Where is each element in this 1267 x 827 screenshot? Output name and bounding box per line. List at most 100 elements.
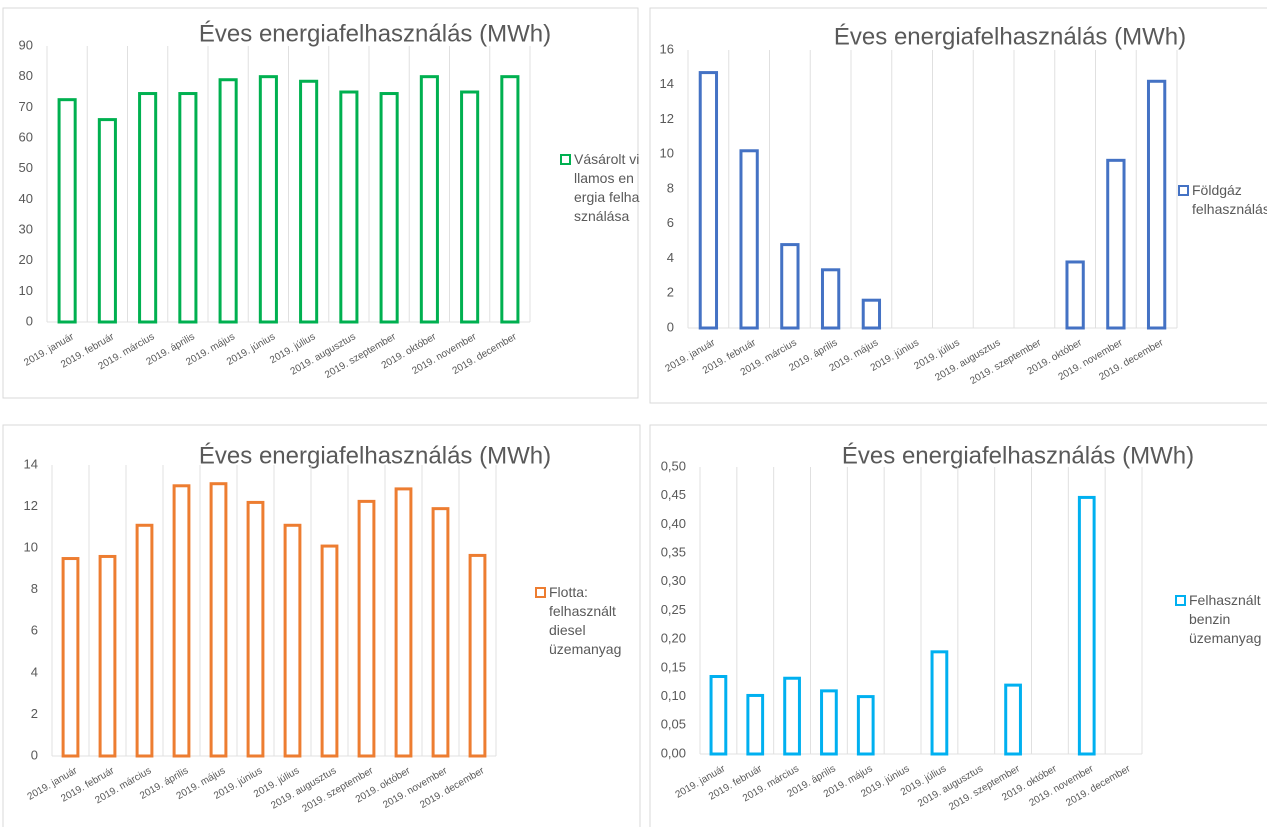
bar xyxy=(709,675,728,756)
x-tick-label: 2019. december xyxy=(418,765,487,811)
bar xyxy=(258,75,278,324)
x-tick-label: 2019. december xyxy=(1064,763,1133,809)
bar xyxy=(1106,158,1126,330)
bar xyxy=(468,553,487,758)
bar xyxy=(57,98,77,324)
bar xyxy=(698,71,719,330)
y-tick-label: 4 xyxy=(31,664,38,679)
y-tick-label: 0,00 xyxy=(661,745,686,760)
legend: Felhasznált benzin üzemanyag xyxy=(1175,591,1267,648)
y-tick-label: 0,35 xyxy=(661,545,686,560)
x-tick-label: 2019. szeptember xyxy=(323,331,398,381)
x-tick-label: 2019. szeptember xyxy=(968,337,1043,387)
bar xyxy=(500,75,520,324)
bar xyxy=(97,118,117,324)
bar xyxy=(299,79,319,324)
bar xyxy=(780,243,800,330)
bar xyxy=(856,695,875,756)
legend-label: Flotta: felhasznált diesel üzemanyag xyxy=(549,584,622,657)
y-tick-label: 0,10 xyxy=(661,688,686,703)
y-tick-label: 12 xyxy=(24,498,38,513)
chart-title: Éves energiafelhasználás (MWh) xyxy=(199,20,551,47)
y-tick-label: 70 xyxy=(19,99,33,114)
legend: Vásárolt villamos energia felhasználása xyxy=(560,150,640,226)
y-tick-label: 0,50 xyxy=(661,458,686,473)
y-tick-label: 50 xyxy=(19,160,33,175)
y-tick-label: 12 xyxy=(660,111,674,126)
y-tick-label: 80 xyxy=(19,68,33,83)
bar xyxy=(861,298,882,330)
chart-frame xyxy=(2,7,639,399)
legend-swatch xyxy=(535,587,546,598)
bar xyxy=(135,523,154,758)
bar xyxy=(98,554,117,758)
bar xyxy=(394,487,413,758)
y-tick-label: 30 xyxy=(19,221,33,236)
legend-label: Földgáz felhasználás xyxy=(1192,182,1267,217)
chart-title: Éves energiafelhasználás (MWh) xyxy=(834,23,1186,50)
bar xyxy=(138,92,158,324)
bar xyxy=(283,523,302,758)
bar xyxy=(419,75,439,324)
bar xyxy=(178,92,198,324)
y-tick-label: 8 xyxy=(667,180,674,195)
y-tick-label: 2 xyxy=(667,285,674,300)
legend-label: Vásárolt villamos energia felhasználása xyxy=(574,151,640,224)
bar xyxy=(61,557,80,758)
y-tick-label: 0,15 xyxy=(661,659,686,674)
y-tick-label: 0,30 xyxy=(661,573,686,588)
y-tick-label: 16 xyxy=(660,41,674,56)
y-tick-label: 4 xyxy=(667,250,674,265)
bar xyxy=(320,544,339,758)
bar xyxy=(820,689,838,756)
bar xyxy=(209,482,228,758)
legend-swatch xyxy=(1175,595,1186,606)
bar xyxy=(1146,79,1167,330)
y-tick-label: 0 xyxy=(31,747,38,762)
chart-frame xyxy=(649,7,1267,404)
legend: Földgáz felhasználás xyxy=(1178,181,1267,219)
y-tick-label: 90 xyxy=(19,37,33,52)
bar xyxy=(746,693,765,756)
bar xyxy=(1004,683,1022,756)
bar xyxy=(379,92,399,324)
y-tick-label: 8 xyxy=(31,581,38,596)
y-tick-label: 14 xyxy=(24,456,38,471)
bar xyxy=(218,78,238,324)
bar xyxy=(246,500,265,758)
chart-title: Éves energiafelhasználás (MWh) xyxy=(842,442,1194,469)
y-tick-label: 10 xyxy=(24,540,38,555)
y-tick-label: 0,40 xyxy=(661,516,686,531)
legend-swatch xyxy=(1178,185,1189,196)
bar xyxy=(1077,495,1096,756)
bar xyxy=(1065,260,1085,330)
bar xyxy=(820,268,841,330)
chart-frame xyxy=(649,424,1267,827)
y-tick-label: 0,45 xyxy=(661,487,686,502)
y-tick-label: 20 xyxy=(19,252,33,267)
y-tick-label: 0 xyxy=(26,313,33,328)
y-tick-label: 0,05 xyxy=(661,717,686,732)
legend-label: Felhasznált benzin üzemanyag xyxy=(1189,592,1262,646)
y-tick-label: 0 xyxy=(667,319,674,334)
bar xyxy=(930,650,949,756)
legend-swatch xyxy=(560,154,571,165)
legend: Flotta: felhasznált diesel üzemanyag xyxy=(535,583,635,659)
y-tick-label: 10 xyxy=(19,283,33,298)
y-tick-label: 0,20 xyxy=(661,631,686,646)
bar xyxy=(357,499,376,758)
bar xyxy=(172,484,191,758)
y-tick-label: 60 xyxy=(19,129,33,144)
y-tick-label: 2 xyxy=(31,706,38,721)
bar xyxy=(431,507,450,758)
y-tick-label: 40 xyxy=(19,191,33,206)
chart-frame xyxy=(2,424,641,827)
y-tick-label: 0,25 xyxy=(661,602,686,617)
bar xyxy=(460,90,480,324)
bar xyxy=(339,90,359,324)
chart-title: Éves energiafelhasználás (MWh) xyxy=(199,442,551,469)
y-tick-label: 10 xyxy=(660,146,674,161)
bar xyxy=(783,676,801,756)
